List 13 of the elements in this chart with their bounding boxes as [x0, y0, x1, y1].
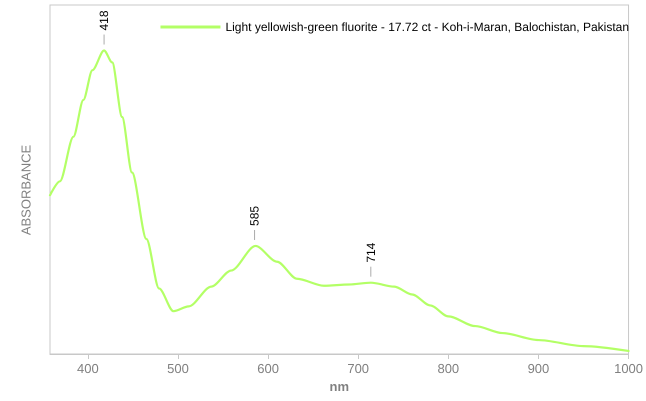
legend-label: Light yellowish-green fluorite - 17.72 ct - Koh-i-Maran, Balochistan, Pakistan: [225, 20, 629, 34]
x-tick-label: 500: [167, 361, 189, 376]
x-tick-label: 1000: [614, 361, 643, 376]
x-tick-label: 600: [257, 361, 279, 376]
x-tick-label: 800: [437, 361, 460, 376]
x-tick-label: 700: [347, 361, 370, 376]
annotation: 585: [248, 206, 262, 226]
annotation: 714: [364, 242, 378, 263]
y-axis-title: ABSORBANCE: [18, 144, 34, 236]
annotation: 418: [97, 10, 112, 31]
x-tick-label: 400: [76, 361, 99, 376]
x-axis-title: nm: [330, 379, 350, 394]
x-tick-label: 900: [528, 361, 550, 376]
